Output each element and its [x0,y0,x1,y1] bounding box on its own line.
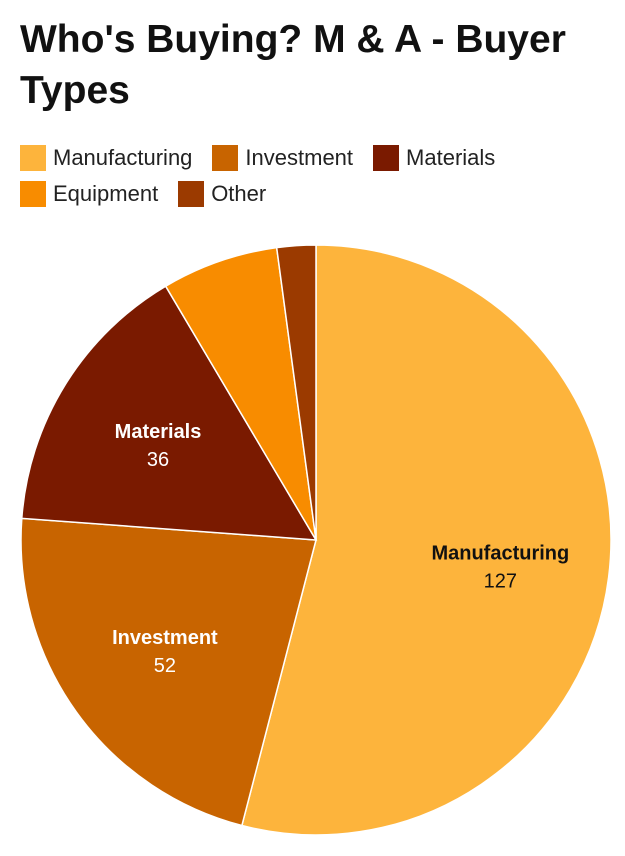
data-label-value-manufacturing: 127 [484,571,517,593]
legend-item-manufacturing[interactable]: Manufacturing [20,145,192,171]
pie-slices [20,244,612,836]
data-label-name-manufacturing: Manufacturing [431,543,569,565]
legend-label-manufacturing: Manufacturing [53,145,193,170]
pie-slice-other[interactable] [275,244,317,541]
legend-label-other: Other [211,181,267,206]
pie-slice-manufacturing[interactable] [240,244,612,836]
legend-item-materials[interactable]: Materials [373,145,495,171]
pie-data-labels: Manufacturing 127 Investment 52 Materials 36 [112,421,569,677]
legend-label-materials: Materials [406,145,496,170]
legend-item-investment[interactable]: Investment [212,145,353,171]
legend-label-equipment: Equipment [53,181,159,206]
data-label-name-investment: Investment [112,627,218,649]
pie-slice-investment[interactable] [20,517,317,827]
legend-swatch-manufacturing [20,145,46,171]
chart-title: Who's Buying? M & A - Buyer Types [20,18,566,112]
legend-item-other[interactable]: Other [178,181,266,207]
legend-label-investment: Investment [245,145,354,170]
legend-swatch-equipment [20,181,46,207]
legend-swatch-materials [373,145,400,171]
legend-item-equipment[interactable]: Equipment [20,181,158,207]
legend-row-2: Equipment Other [20,176,610,212]
legend-swatch-investment [212,145,239,171]
data-label-value-investment: 52 [154,655,176,677]
legend-swatch-other [178,181,205,207]
pie-slice-materials[interactable] [20,285,318,541]
data-label-value-materials: 36 [147,449,169,471]
legend-row-1: Manufacturing Investment Materials [20,140,610,176]
data-label-name-materials: Materials [115,421,202,443]
pie-slice-equipment[interactable] [164,246,317,541]
legend: Manufacturing Investment Materials Equip… [20,140,610,212]
